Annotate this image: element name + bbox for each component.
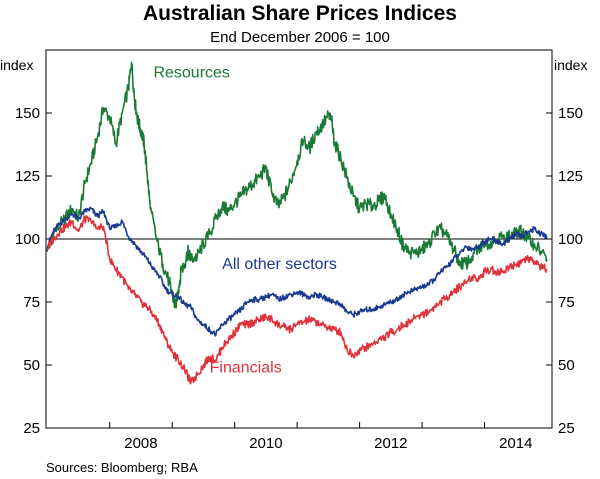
annotation-layer: Resources All other sectors Financials bbox=[153, 65, 336, 377]
x-tick-label-2014: 2014 bbox=[499, 435, 532, 452]
y-tick-label-right-50: 50 bbox=[558, 357, 575, 374]
y-axis-label-right: index bbox=[554, 57, 587, 73]
y-tick-label-right-150: 150 bbox=[558, 105, 583, 122]
y-tick-label-right-25: 25 bbox=[558, 420, 575, 437]
x-tick-label-2008: 2008 bbox=[124, 435, 157, 452]
y-tick-label-left-25: 25 bbox=[23, 420, 40, 437]
y-tick-label-left-100: 100 bbox=[15, 231, 40, 248]
x-tick-label-2012: 2012 bbox=[374, 435, 407, 452]
chart-subtitle: End December 2006 = 100 bbox=[210, 29, 390, 46]
series-label-all-other-sectors: All other sectors bbox=[222, 256, 337, 273]
y-tick-label-right-75: 75 bbox=[558, 294, 575, 311]
series-label-financials: Financials bbox=[210, 360, 282, 377]
series-layer bbox=[46, 61, 548, 385]
y-tick-label-right-100: 100 bbox=[558, 231, 583, 248]
series-label-resources: Resources bbox=[153, 65, 229, 82]
series-line-financials bbox=[46, 215, 548, 385]
x-tick-label-2010: 2010 bbox=[249, 435, 282, 452]
y-tick-label-right-125: 125 bbox=[558, 168, 583, 185]
series-line-all-other-sectors bbox=[46, 206, 548, 337]
y-tick-label-left-150: 150 bbox=[15, 105, 40, 122]
y-tick-label-left-75: 75 bbox=[23, 294, 40, 311]
sources-note: Sources: Bloomberg; RBA bbox=[46, 460, 198, 475]
chart-title: Australian Share Prices Indices bbox=[143, 2, 457, 25]
y-tick-label-left-125: 125 bbox=[15, 168, 40, 185]
y-tick-label-left-50: 50 bbox=[23, 357, 40, 374]
chart-frame bbox=[45, 49, 553, 429]
y-axis-label-left: index bbox=[0, 57, 33, 73]
axis-layer: index index 25 25 50 50 75 75 100 100 125 125 150 1… bbox=[0, 57, 587, 452]
